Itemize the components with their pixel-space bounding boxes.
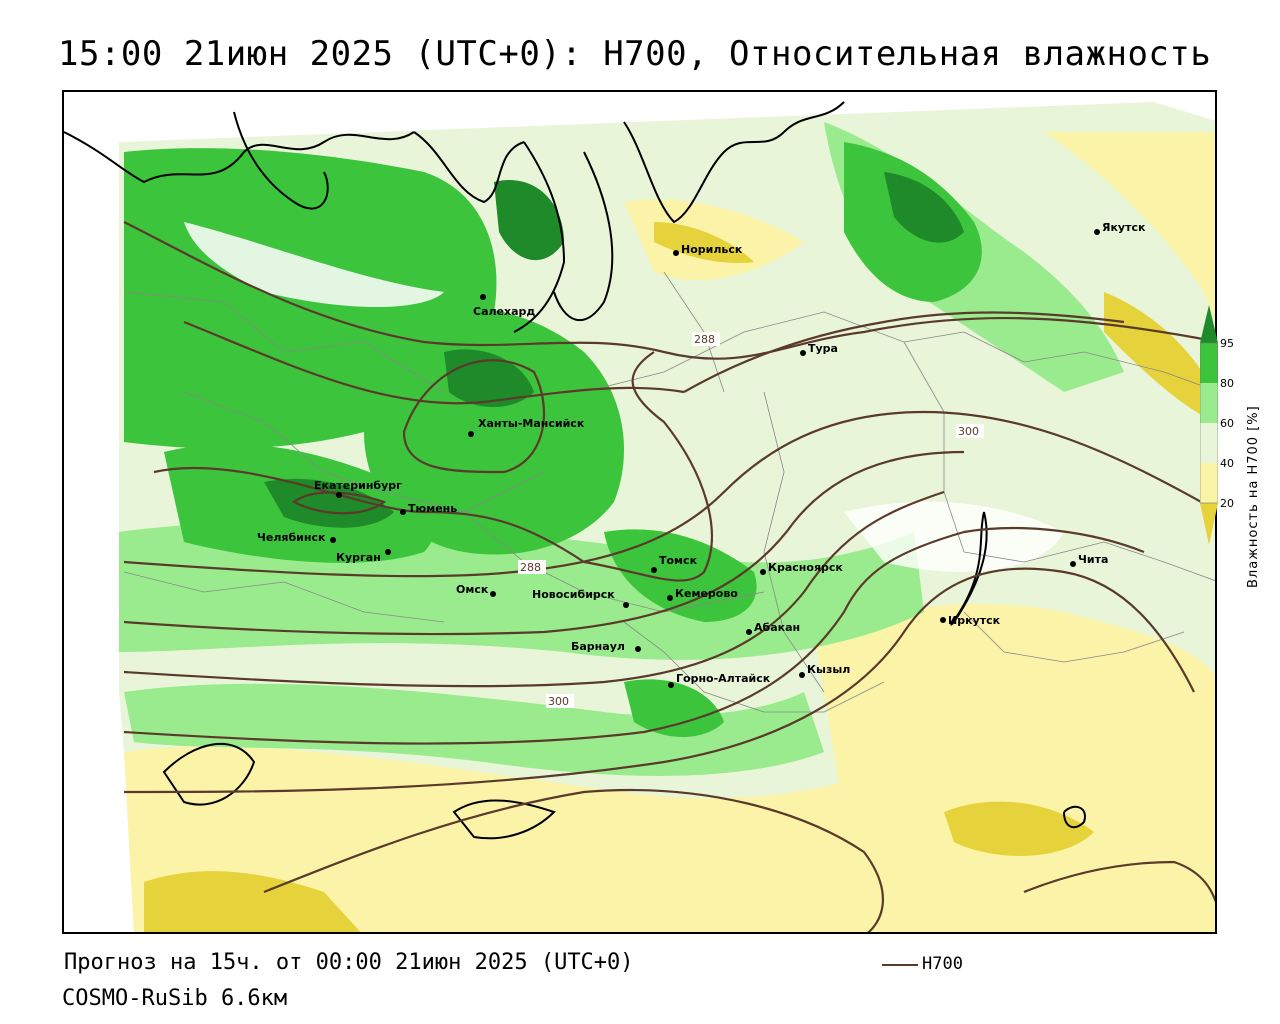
- h700-contour-line: [263, 789, 885, 932]
- city-label-chelyabinsk: Челябинск: [257, 531, 326, 544]
- city-dot: [667, 595, 673, 601]
- city-label-tura: Тура: [808, 342, 838, 355]
- colorbar-tick: 40: [1220, 457, 1234, 470]
- colorbar-bottom-triangle: [1200, 503, 1218, 545]
- h700-contour-line: [123, 410, 1215, 578]
- h700-contour-line: [123, 567, 1195, 794]
- saturated-core-yamal: [494, 180, 564, 261]
- contour-legend-line: [882, 964, 918, 966]
- h700-contour-line: [123, 490, 945, 688]
- model-name: COSMO-RuSib 6.6км: [62, 986, 288, 1011]
- contour-label: 300: [958, 425, 979, 438]
- city-dot: [800, 350, 806, 356]
- city-label-yekaterinburg: Екатеринбург: [314, 479, 402, 492]
- contour-labels: 288 288 300 300: [518, 332, 984, 708]
- dry-region-yakutsk: [1044, 132, 1215, 322]
- city-dot: [490, 591, 496, 597]
- city-label-barnaul: Барнаул: [571, 640, 625, 653]
- city-label-chita: Чита: [1078, 553, 1109, 566]
- city-dot: [635, 646, 641, 652]
- city-dot: [1094, 229, 1100, 235]
- city-dot: [330, 537, 336, 543]
- dry-tongue-nw: [184, 222, 444, 307]
- h700-contours: [123, 221, 1215, 932]
- dry-region-southeast: [814, 603, 1215, 932]
- colorbar-tick: 60: [1220, 417, 1234, 430]
- h700-contour-line: [123, 450, 965, 636]
- city-dot: [760, 569, 766, 575]
- city-label-kurgan: Курган: [336, 551, 381, 564]
- very-dry-patch-ne: [1104, 292, 1214, 422]
- city-dot: [623, 602, 629, 608]
- city-label-novosibirsk: Новосибирск: [532, 588, 615, 601]
- map-frame: 288 288 300 300 Якутск Норильск Салехард…: [62, 90, 1217, 934]
- city-label-salekhard: Салехард: [473, 305, 536, 318]
- colorbar-tick: 80: [1220, 377, 1234, 390]
- city-label-abakan: Абакан: [754, 621, 801, 634]
- colorbar-top-triangle: [1200, 305, 1218, 343]
- city-dot: [336, 492, 342, 498]
- city-label-gorno-altaysk: Горно-Алтайск: [676, 672, 771, 685]
- map-title: 15:00 21июн 2025 (UTC+0): H700, Относите…: [58, 34, 1212, 74]
- city-dot: [668, 682, 674, 688]
- coastlines: [64, 101, 1086, 840]
- city-dot: [468, 431, 474, 437]
- city-dot: [673, 250, 679, 256]
- h700-contour-line: [1023, 860, 1215, 903]
- city-label-yakutsk: Якутск: [1102, 221, 1146, 234]
- city-label-tomsk: Томск: [659, 554, 698, 567]
- admin-borders: [123, 271, 1215, 713]
- humid-area-altai: [624, 679, 724, 737]
- contour-label: 288: [694, 333, 715, 346]
- humidity-colorbar: [1200, 305, 1218, 545]
- contour-label: 300: [548, 695, 569, 708]
- saturated-core-ekb: [264, 478, 394, 528]
- city-dot: [1070, 561, 1076, 567]
- h700-contour-line: [183, 320, 685, 405]
- city-label-kyzyl: Кызыл: [807, 663, 851, 676]
- h700-contour-line: [123, 526, 1145, 745]
- city-label-kemerovo: Кемерово: [675, 587, 738, 600]
- city-dot: [746, 629, 752, 635]
- city-label-irkutsk: Иркутск: [948, 614, 1001, 627]
- colorbar-band: [1200, 463, 1218, 503]
- h700-contour-line: [123, 221, 1215, 360]
- colorbar-band: [1200, 423, 1218, 463]
- city-dot: [651, 567, 657, 573]
- city-label-khanty-mansiysk: Ханты-Мансийск: [478, 417, 585, 430]
- forecast-info: Прогноз на 15ч. от 00:00 21июн 2025 (UTC…: [64, 950, 634, 975]
- very-dry-patch-n: [654, 222, 754, 263]
- very-dry-patch-se: [944, 801, 1094, 856]
- city-dot: [400, 509, 406, 515]
- city-label-tyumen: Тюмень: [408, 502, 458, 515]
- humid-area-khanty: [364, 307, 624, 555]
- saturated-core-east: [884, 172, 964, 243]
- city-label-omsk: Омск: [456, 583, 489, 596]
- city-dot: [480, 294, 486, 300]
- colorbar-tick: 20: [1220, 497, 1234, 510]
- humid-area-tomsk: [604, 529, 757, 622]
- h700-contour-line: [683, 311, 1125, 393]
- colorbar-tick: 95: [1220, 337, 1234, 350]
- city-label-krasnoyarsk: Красноярск: [768, 561, 843, 574]
- colorbar-title: Влажность на H700 [%]: [1246, 405, 1261, 588]
- contour-legend-label: H700: [922, 954, 963, 974]
- city-dot: [799, 672, 805, 678]
- h700-contour-line: [153, 466, 585, 563]
- h700-contour-line: [291, 491, 387, 515]
- dry-tongue-east: [844, 501, 1064, 572]
- contour-label: 288: [520, 561, 541, 574]
- very-dry-patch-sw: [144, 871, 361, 932]
- moist-band-south: [124, 683, 824, 776]
- colorbar-band: [1200, 383, 1218, 423]
- humidity-map: 288 288 300 300: [64, 92, 1215, 932]
- city-dot: [385, 549, 391, 555]
- h700-contour-line: [402, 359, 546, 474]
- city-dot: [940, 617, 946, 623]
- city-label-norilsk: Норильск: [681, 243, 743, 256]
- colorbar-band: [1200, 343, 1218, 383]
